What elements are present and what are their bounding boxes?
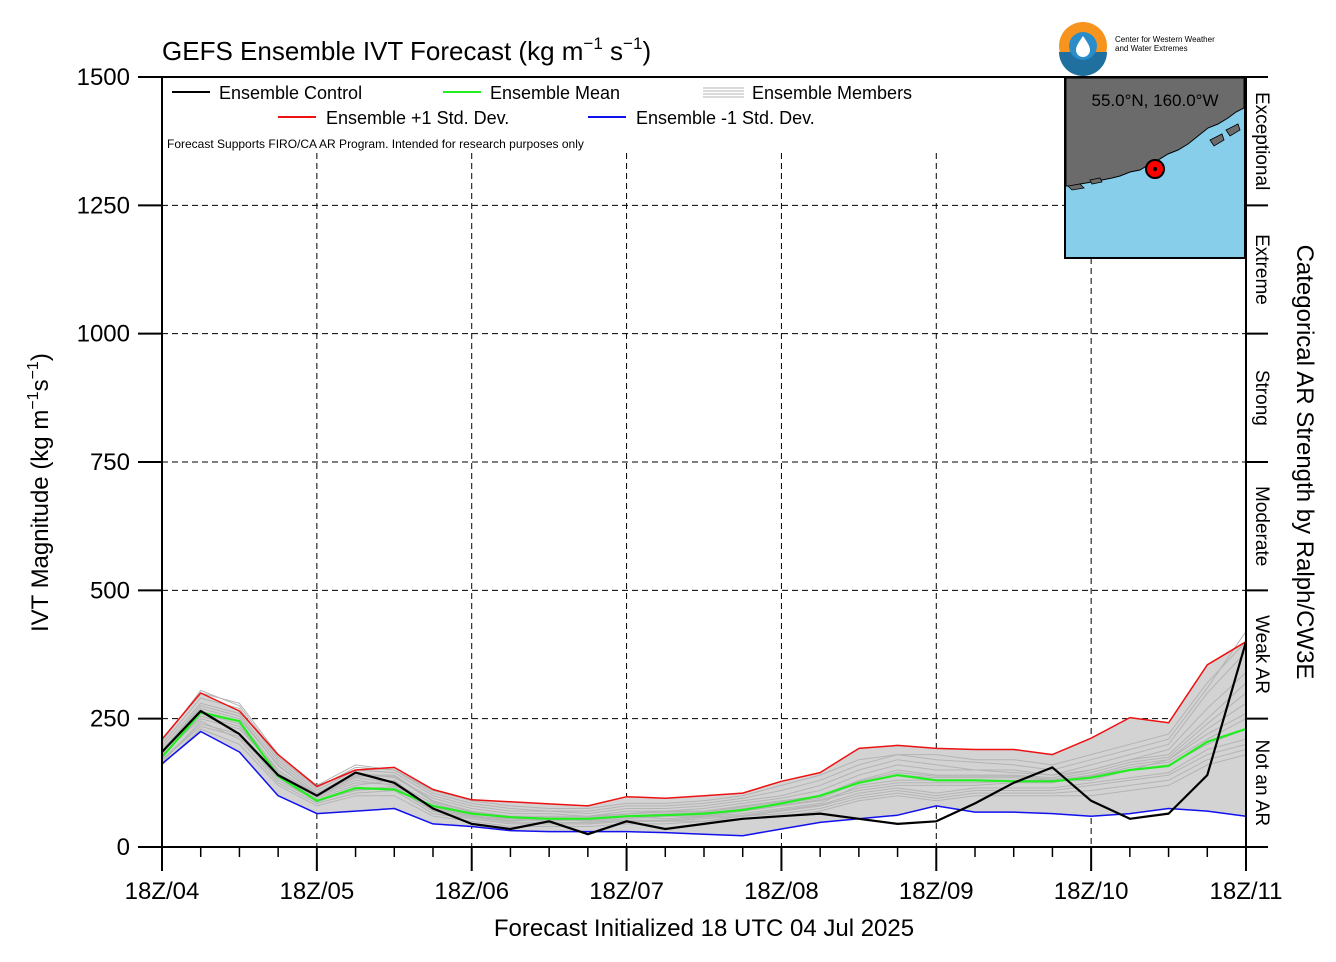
ensemble-member-line: [161, 651, 1247, 815]
logo-line2: and Water Extremes: [1115, 44, 1188, 53]
legend-control-label: Ensemble Control: [219, 83, 362, 103]
location-inset-map: 55.0°N, 160.0°W: [1064, 76, 1246, 259]
x-tick-label: 18Z/06: [434, 878, 509, 905]
std-dev-band: [162, 641, 1246, 836]
plus-sd-line: [161, 641, 1247, 807]
logo-line1: Center for Western Weather: [1115, 35, 1215, 44]
category-axis-label: Categorical AR Strength by Ralph/CW3E: [1291, 245, 1318, 680]
control-line: [161, 641, 1248, 836]
water-drop-icon: [1076, 36, 1090, 57]
y-tick-label: 1250: [77, 192, 130, 219]
ensemble-member-line: [161, 692, 1247, 818]
legend-members-swatch: [703, 87, 744, 98]
category-label: Moderate: [1251, 486, 1272, 566]
y-tick-label: 1500: [77, 64, 130, 91]
y-tick-label: 0: [117, 834, 130, 861]
chart-title-mid: s: [603, 36, 623, 66]
y-label-mid: s: [27, 379, 54, 391]
y-label-exp1: −1: [25, 391, 42, 409]
disclaimer-note: Forecast Supports FIRO/CA AR Program. In…: [167, 137, 584, 151]
category-label: Strong: [1251, 370, 1272, 426]
y-tick-label: 1000: [77, 321, 130, 348]
chart-title: GEFS Ensemble IVT Forecast (kg m−1 s−1): [162, 34, 651, 66]
x-tick-label: 18Z/05: [279, 878, 354, 905]
category-label: Extreme: [1251, 234, 1272, 305]
y-label-end: ): [27, 353, 54, 361]
y-label-main: IVT Magnitude (kg m: [27, 410, 54, 632]
y-tick-label: 250: [90, 706, 130, 733]
category-label: Weak AR: [1251, 615, 1272, 694]
legend-mean-label: Ensemble Mean: [490, 83, 620, 103]
y-axis: 0 250 500 750 1000 1250 1500: [77, 64, 162, 861]
x-tick-label: 18Z/04: [125, 878, 200, 905]
chart-title-exp1: −1: [583, 34, 602, 53]
chart-title-end: ): [642, 36, 651, 66]
category-axis: Not an AR Weak AR Moderate Strong Extreme Exc…: [1245, 76, 1272, 848]
logo-wave: [1059, 52, 1107, 76]
x-tick-label: 18Z/10: [1054, 878, 1129, 905]
ensemble-member-line: [161, 641, 1247, 809]
inset-islands: [1067, 123, 1241, 191]
category-label: Exceptional: [1251, 92, 1272, 190]
chart-title-exp2: −1: [623, 34, 642, 53]
y-tick-label: 750: [90, 449, 130, 476]
y-label-exp2: −1: [25, 361, 42, 379]
ensemble-member-line: [161, 720, 1247, 825]
x-axis-label: Forecast Initialized 18 UTC 04 Jul 2025: [494, 915, 914, 942]
series-lines: [161, 641, 1248, 837]
inset-location-label: 55.0°N, 160.0°W: [1092, 91, 1219, 110]
y-tick-label: 500: [90, 577, 130, 604]
x-tick-label: 18Z/11: [1210, 878, 1283, 905]
mean-line: [161, 711, 1247, 820]
x-axis: 18Z/04 18Z/05 18Z/06 18Z/07 18Z/08 18Z/09 18Z/…: [125, 847, 1283, 905]
legend-members-label: Ensemble Members: [752, 83, 912, 103]
legend: Ensemble Control Ensemble Mean Ensemble …: [167, 83, 912, 151]
grid-lines: [162, 153, 1246, 847]
chart-title-main: GEFS Ensemble IVT Forecast (kg m: [162, 36, 583, 66]
category-label: Not an AR: [1251, 740, 1272, 827]
std-dev-band-area: [162, 641, 1246, 836]
x-tick-label: 18Z/09: [899, 878, 974, 905]
y-axis-label: IVT Magnitude (kg m−1s−1): [25, 353, 54, 632]
minus-sd-line: [161, 730, 1247, 837]
legend-plus-sd-label: Ensemble +1 Std. Dev.: [326, 108, 509, 128]
x-tick-label: 18Z/07: [589, 878, 664, 905]
ensemble-member-line: [161, 725, 1247, 823]
ensemble-member-line: [161, 631, 1247, 812]
x-tick-label: 18Z/08: [744, 878, 819, 905]
legend-minus-sd-label: Ensemble -1 Std. Dev.: [636, 108, 815, 128]
location-marker-dot: [1153, 167, 1157, 171]
cw3e-logo: Center for Western Weather and Water Ext…: [1059, 22, 1215, 76]
